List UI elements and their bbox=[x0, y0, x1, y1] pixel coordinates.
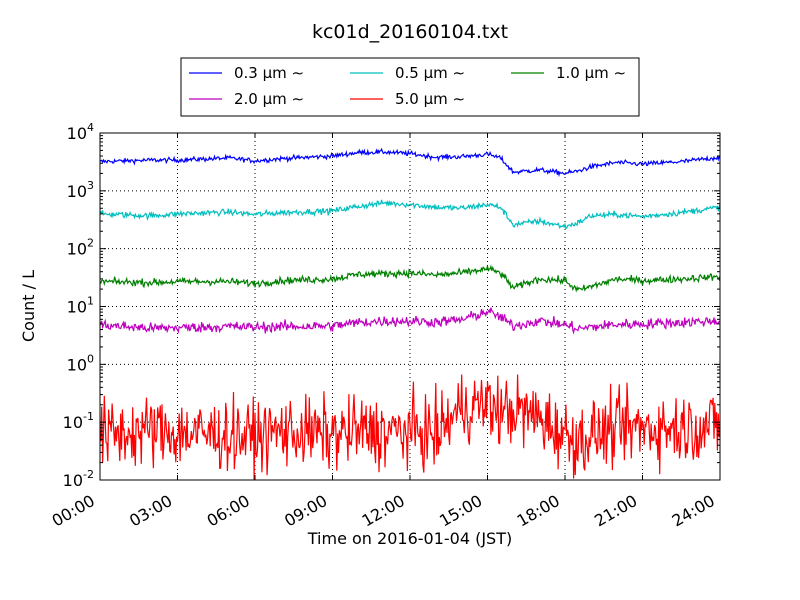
series-line bbox=[99, 147, 721, 178]
y-tick-base: 10 bbox=[67, 182, 87, 201]
x-axis-title: Time on 2016-01-04 (JST) bbox=[307, 529, 512, 548]
y-tick-label: 10-2 bbox=[63, 468, 94, 490]
y-tick-label: 100 bbox=[67, 352, 94, 374]
series-line bbox=[99, 307, 721, 335]
y-axis-title: Count / L bbox=[19, 270, 38, 342]
legend-label: 0.3 μm ∼ bbox=[234, 64, 304, 82]
legend-box bbox=[180, 57, 640, 117]
legend-label: 5.0 μm ∼ bbox=[395, 90, 465, 108]
chart-title: kc01d_20160104.txt bbox=[312, 21, 508, 43]
y-tick-base: 10 bbox=[67, 298, 87, 317]
y-tick-base: 10 bbox=[67, 240, 87, 259]
y-tick-exponent: -2 bbox=[83, 468, 94, 481]
y-tick-exponent: 1 bbox=[87, 295, 94, 308]
data-series bbox=[99, 147, 721, 481]
y-tick-exponent: 4 bbox=[87, 121, 94, 134]
y-tick-label: 102 bbox=[67, 237, 94, 259]
y-tick-exponent: 2 bbox=[87, 237, 94, 250]
y-tick-base: 10 bbox=[63, 471, 83, 490]
y-tick-exponent: -1 bbox=[83, 410, 94, 423]
y-tick-base: 10 bbox=[63, 413, 83, 432]
legend-label: 2.0 μm ∼ bbox=[234, 90, 304, 108]
grid-lines bbox=[100, 133, 720, 480]
series-line bbox=[99, 264, 721, 293]
y-tick-label: 101 bbox=[67, 295, 94, 317]
series-line bbox=[99, 374, 721, 481]
axis-ticks: 00:00 03:00 06:00 09:00 12:00 15:00 18:00 21:00… bbox=[49, 121, 721, 531]
y-tick-label: 10-1 bbox=[63, 410, 94, 432]
y-tick-base: 10 bbox=[67, 124, 87, 143]
y-tick-label: 103 bbox=[67, 179, 94, 201]
y-tick-label: 104 bbox=[67, 121, 94, 143]
y-tick-base: 10 bbox=[67, 355, 87, 374]
series-line bbox=[99, 199, 721, 230]
legend: 0.3 μm ∼ 0.5 μm ∼ 1.0 μm ∼ 2.0 μm ∼ 5.0 μm ∼ bbox=[180, 57, 640, 117]
legend-label: 1.0 μm ∼ bbox=[556, 64, 626, 82]
y-tick-exponent: 0 bbox=[87, 352, 94, 365]
legend-label: 0.5 μm ∼ bbox=[395, 64, 465, 82]
y-tick-exponent: 3 bbox=[87, 179, 94, 192]
